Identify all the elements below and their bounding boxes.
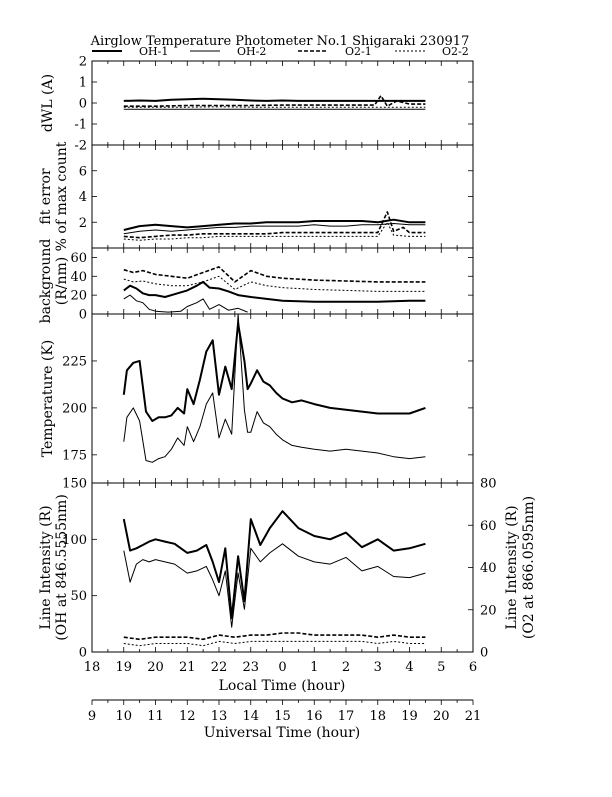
y-tick-label-bg: 20 xyxy=(70,289,87,304)
y-tick-label-bg: 40 xyxy=(70,270,87,285)
y-tick-label-dwl: 2 xyxy=(79,55,87,70)
y-label-sub-fit: % of max count xyxy=(54,141,70,251)
y-tick-label-int: 0 xyxy=(79,646,87,661)
y-tick-label-right-int: 40 xyxy=(480,561,497,576)
series-line-bg-oh-2 xyxy=(124,295,248,312)
y-tick-label-fit: 4 xyxy=(79,190,87,205)
x-tick-label-lt: 4 xyxy=(405,660,413,675)
x-tick-label-ut: 10 xyxy=(115,709,132,724)
y-tick-label-bg: 0 xyxy=(79,308,87,323)
legend-label-oh-2: OH-2 xyxy=(237,45,266,58)
y-tick-label-fit: 6 xyxy=(79,164,87,179)
x-tick-label-ut: 21 xyxy=(465,709,482,724)
panel-temp: 175 200 225 Temperature (K) xyxy=(40,314,473,483)
y-tick-label-temp: 175 xyxy=(62,448,87,463)
series-line-bg-o2-1 xyxy=(124,267,426,282)
y-label-int: Line Intensity (R) xyxy=(38,505,54,629)
legend-label-o2-2: O2-2 xyxy=(442,45,469,58)
x-tick-label-lt: 19 xyxy=(115,660,132,675)
panel-dwl: -2 -1 0 1 2 dWL (A) xyxy=(40,55,473,154)
series-line-temp-oh-2 xyxy=(124,314,426,462)
x-tick-label-lt: 20 xyxy=(147,660,164,675)
x-label-local-time: Local Time (hour) xyxy=(219,678,346,694)
y-tick-label-int: 50 xyxy=(70,589,87,604)
series-line-int-o2-1 xyxy=(124,633,426,639)
y-label-right-int: Line Intensity (R) xyxy=(504,505,520,629)
y-tick-label-temp: 200 xyxy=(62,401,87,416)
x-tick-label-ut: 11 xyxy=(147,709,164,724)
x-tick-label-ut: 17 xyxy=(338,709,355,724)
x-tick-label-ut: 14 xyxy=(242,709,259,724)
x-tick-label-ut: 20 xyxy=(433,709,450,724)
y-tick-label-dwl: 1 xyxy=(79,76,87,91)
y-label-bg: background xyxy=(38,239,54,324)
x-tick-label-lt: 1 xyxy=(310,660,318,675)
x-tick-label-lt: 23 xyxy=(242,660,259,675)
y-tick-label-temp: 225 xyxy=(62,354,87,369)
series-line-temp-oh-1 xyxy=(124,323,426,421)
x-tick-label-ut: 9 xyxy=(88,709,96,724)
series-line-int-o2-2 xyxy=(124,641,426,645)
y-tick-label-right-int: 60 xyxy=(480,519,497,534)
series-line-dwl-oh-1 xyxy=(124,99,426,101)
x-tick-label-lt: 5 xyxy=(437,660,445,675)
y-tick-label-int: 150 xyxy=(62,477,87,492)
panel-bg: 0 20 40 60 background(R/nm) xyxy=(38,239,473,324)
y-tick-label-bg: 60 xyxy=(70,251,87,266)
y-label-sub-int: (OH at 846.5555nm) xyxy=(54,494,70,641)
y-tick-label-dwl: 0 xyxy=(79,97,87,112)
x-tick-label-lt: 3 xyxy=(374,660,382,675)
x-tick-label-lt: 22 xyxy=(211,660,228,675)
panel-frame-dwl xyxy=(92,61,473,145)
x-tick-label-ut: 18 xyxy=(369,709,386,724)
y-tick-label-right-int: 80 xyxy=(480,477,497,492)
y-label-right-sub-int: (O2 at 866.0595nm) xyxy=(521,496,537,639)
legend-label-oh-1: OH-1 xyxy=(139,45,168,58)
x-tick-label-ut: 12 xyxy=(179,709,196,724)
panels: -2 -1 0 1 2 dWL (A) 2 4 6 fit error% of max count… xyxy=(38,55,537,661)
x-tick-label-lt: 2 xyxy=(342,660,350,675)
panel-fit: 2 4 6 fit error% of max count xyxy=(38,141,473,251)
x-tick-label-ut: 15 xyxy=(274,709,291,724)
x-tick-label-lt: 21 xyxy=(179,660,196,675)
y-tick-label-dwl: -1 xyxy=(74,118,87,133)
y-label-fit: fit error xyxy=(38,168,54,225)
panel-frame-int xyxy=(92,483,473,652)
legend-label-o2-1: O2-1 xyxy=(345,45,372,58)
panel-frame-bg xyxy=(92,248,473,314)
y-tick-label-right-int: 0 xyxy=(480,646,488,661)
y-label-sub-bg: (R/nm) xyxy=(54,257,70,305)
x-tick-label-ut: 13 xyxy=(211,709,228,724)
x-tick-label-ut: 16 xyxy=(306,709,323,724)
y-tick-label-dwl: -2 xyxy=(74,139,87,154)
y-label-dwl: dWL (A) xyxy=(40,74,56,132)
series-line-int-oh-2 xyxy=(124,544,426,627)
series-line-int-oh-1 xyxy=(124,511,426,618)
series-line-bg-o2-2 xyxy=(124,276,426,291)
y-tick-label-right-int: 20 xyxy=(480,603,497,618)
x-label-universal-time: Universal Time (hour) xyxy=(204,725,361,741)
x-tick-label-lt: 0 xyxy=(278,660,286,675)
y-label-temp: Temperature (K) xyxy=(40,340,56,458)
x-tick-label-lt: 6 xyxy=(469,660,477,675)
y-tick-label-fit: 2 xyxy=(79,216,87,231)
x-tick-label-ut: 19 xyxy=(401,709,418,724)
x-tick-label-lt: 18 xyxy=(84,660,101,675)
